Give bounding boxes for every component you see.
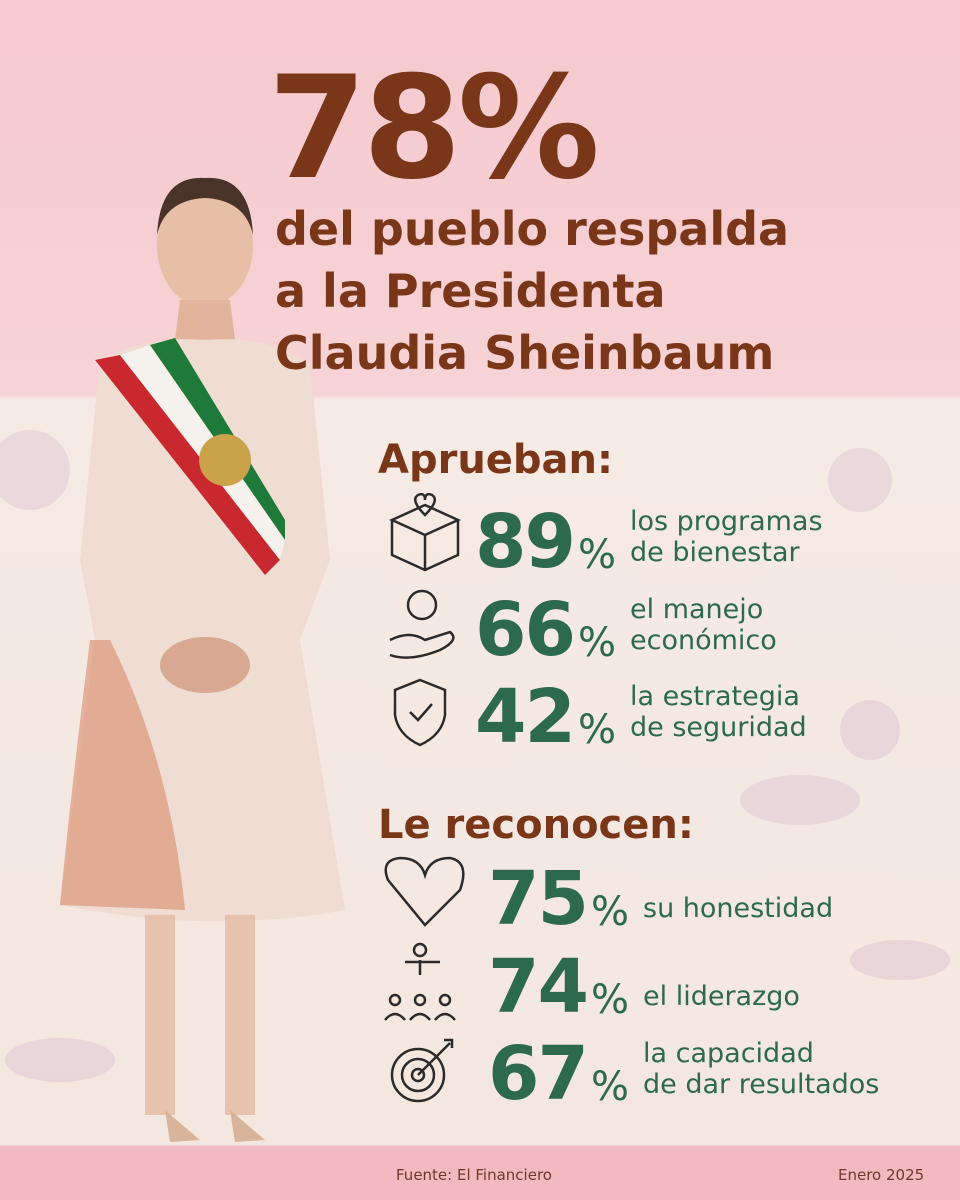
percent-value: 75 (488, 856, 589, 942)
subtitle-line: del pueblo respalda (275, 202, 790, 256)
item-label: su honestidad (643, 893, 834, 924)
percent-value: 66 (475, 587, 576, 673)
percent-sign: % (578, 707, 617, 753)
item-label: el manejo (630, 594, 764, 625)
percent-sign: % (591, 889, 630, 935)
percent-value: 89 (475, 499, 576, 585)
item-label: los programas (630, 506, 823, 537)
subtitle-line: a la Presidenta (275, 264, 666, 318)
percent-sign: % (578, 532, 617, 578)
percent-value: 42 (475, 674, 576, 760)
item-label: económico (630, 625, 777, 656)
section-title: Le reconocen: (378, 802, 694, 848)
percent-sign: % (578, 620, 617, 666)
source: Fuente: El Financiero (396, 1166, 552, 1184)
headline: 78% (268, 46, 600, 211)
item-label: la capacidad (643, 1038, 814, 1069)
item-label: de seguridad (630, 712, 807, 743)
percent-sign: % (591, 977, 630, 1023)
item-label: de bienestar (630, 537, 800, 568)
percent-value: 74 (488, 944, 589, 1030)
item-label: de dar resultados (643, 1069, 880, 1100)
section-title: Aprueban: (378, 437, 614, 483)
portrait (60, 177, 345, 1142)
subtitle-line: Claudia Sheinbaum (275, 326, 775, 380)
item-label: la estrategia (630, 681, 800, 712)
icons (384, 492, 465, 1103)
percent-value: 67 (488, 1031, 589, 1117)
percent-sign: % (591, 1064, 630, 1110)
date: Enero 2025 (838, 1166, 925, 1184)
item-label: el liderazgo (643, 981, 800, 1012)
